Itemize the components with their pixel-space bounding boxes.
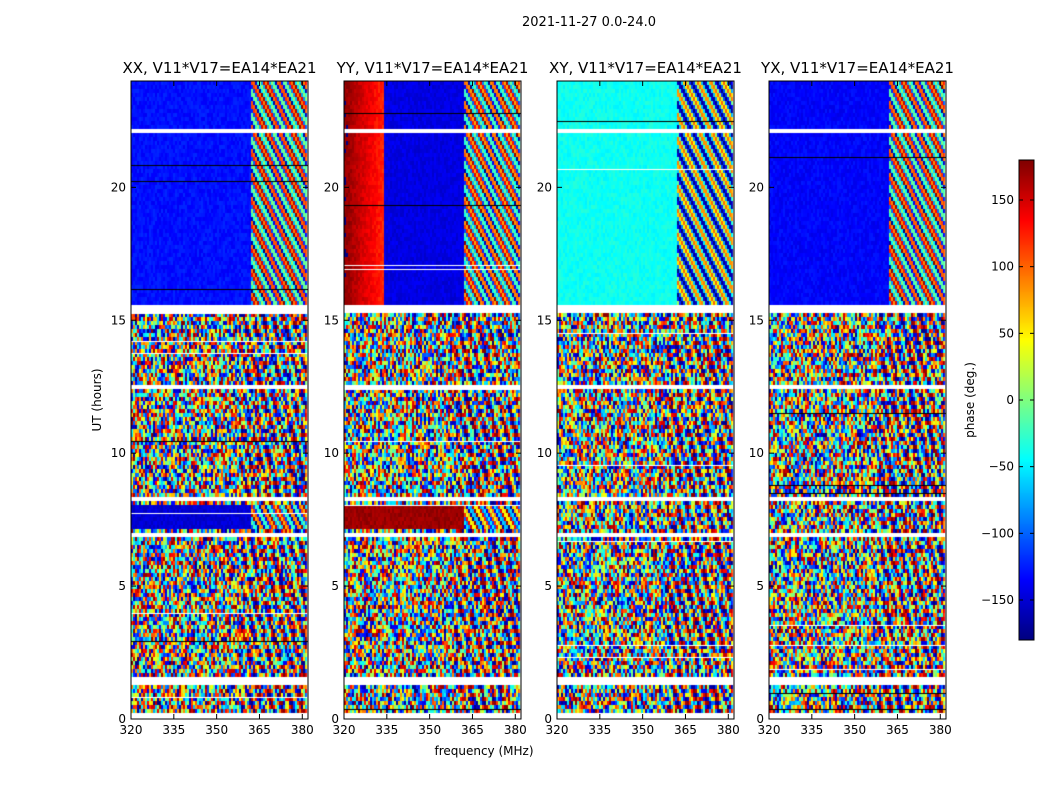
y-tick-label: 15 — [324, 313, 339, 327]
x-tick-label: 320 — [546, 723, 569, 737]
panel-xx: XX, V11*V17=EA14*EA21 320 335 350 365 380 0 5 10… — [111, 59, 317, 737]
heatmap-xy — [557, 81, 734, 719]
plot-frame — [556, 80, 735, 720]
x-tick-label: 350 — [418, 723, 441, 737]
x-tick-label: 380 — [717, 723, 740, 737]
panel-yy: YY, V11*V17=EA14*EA21 320 335 350 365 380 0 5 10… — [324, 59, 529, 737]
x-tick-label: 335 — [588, 723, 611, 737]
colorbar-tick-label: 50 — [999, 326, 1014, 340]
panels-group: XX, V11*V17=EA14*EA21 320 335 350 365 380 0 5 10… — [111, 59, 954, 737]
heatmap-yx — [769, 81, 946, 719]
y-tick-label: 20 — [749, 180, 764, 194]
x-tick-label: 365 — [461, 723, 484, 737]
panel-title: XX, V11*V17=EA14*EA21 — [122, 59, 316, 77]
figure-suptitle: 2021-11-27 0.0-24.0 — [522, 15, 656, 30]
x-tick-label: 350 — [843, 723, 866, 737]
y-tick-label: 15 — [749, 313, 764, 327]
panel-title: YY, V11*V17=EA14*EA21 — [336, 59, 529, 77]
plot-frame — [130, 80, 309, 720]
x-tick-label: 320 — [120, 723, 143, 737]
y-tick-label: 0 — [118, 712, 126, 726]
y-tick-label: 20 — [324, 180, 339, 194]
heatmap-yy — [344, 81, 521, 719]
colorbar-tick-label: −50 — [989, 460, 1014, 474]
y-tick-label: 5 — [331, 579, 339, 593]
y-tick-label: 15 — [111, 313, 126, 327]
panel-yx: YX, V11*V17=EA14*EA21 320 335 350 365 380 0 5 10… — [749, 59, 954, 737]
x-tick-label: 380 — [504, 723, 527, 737]
y-tick-label: 10 — [324, 446, 339, 460]
y-tick-label: 15 — [537, 313, 552, 327]
plot-frame — [343, 80, 522, 720]
y-tick-label: 0 — [756, 712, 764, 726]
colorbar-tick-label: 0 — [1006, 393, 1014, 407]
y-tick-label: 20 — [111, 180, 126, 194]
y-tick-label: 5 — [118, 579, 126, 593]
x-tick-label: 380 — [929, 723, 952, 737]
panel-title: YX, V11*V17=EA14*EA21 — [760, 59, 954, 77]
colorbar: 150 100 50 0 −50 −100 −150 — [981, 159, 1035, 641]
x-tick-label: 380 — [291, 723, 314, 737]
y-tick-label: 10 — [537, 446, 552, 460]
y-tick-label: 5 — [756, 579, 764, 593]
y-tick-label: 0 — [544, 712, 552, 726]
x-axis-label: frequency (MHz) — [434, 744, 533, 758]
colorbar-gradient — [1019, 160, 1034, 640]
y-tick-label: 10 — [749, 446, 764, 460]
x-tick-label: 320 — [333, 723, 356, 737]
x-tick-label: 365 — [886, 723, 909, 737]
plot-frame — [768, 80, 947, 720]
x-tick-label: 350 — [205, 723, 228, 737]
colorbar-tick-label: −150 — [981, 593, 1014, 607]
y-axis-label: UT (hours) — [90, 368, 104, 431]
colorbar-tick-label: 100 — [991, 260, 1014, 274]
x-tick-label: 365 — [248, 723, 271, 737]
panel-xy: XY, V11*V17=EA14*EA21 320 335 350 365 380 0 5 10… — [537, 59, 742, 737]
colorbar-tick-label: 150 — [991, 193, 1014, 207]
heatmap-xx — [131, 81, 308, 719]
colorbar-label: phase (deg.) — [963, 362, 977, 438]
x-tick-label: 335 — [162, 723, 185, 737]
y-tick-label: 0 — [331, 712, 339, 726]
y-tick-label: 10 — [111, 446, 126, 460]
x-tick-label: 350 — [631, 723, 654, 737]
y-tick-label: 5 — [544, 579, 552, 593]
x-tick-label: 320 — [758, 723, 781, 737]
x-tick-label: 335 — [375, 723, 398, 737]
x-tick-label: 335 — [800, 723, 823, 737]
y-tick-label: 20 — [537, 180, 552, 194]
x-tick-label: 365 — [674, 723, 697, 737]
panel-title: XY, V11*V17=EA14*EA21 — [549, 59, 742, 77]
colorbar-tick-label: −100 — [981, 526, 1014, 540]
